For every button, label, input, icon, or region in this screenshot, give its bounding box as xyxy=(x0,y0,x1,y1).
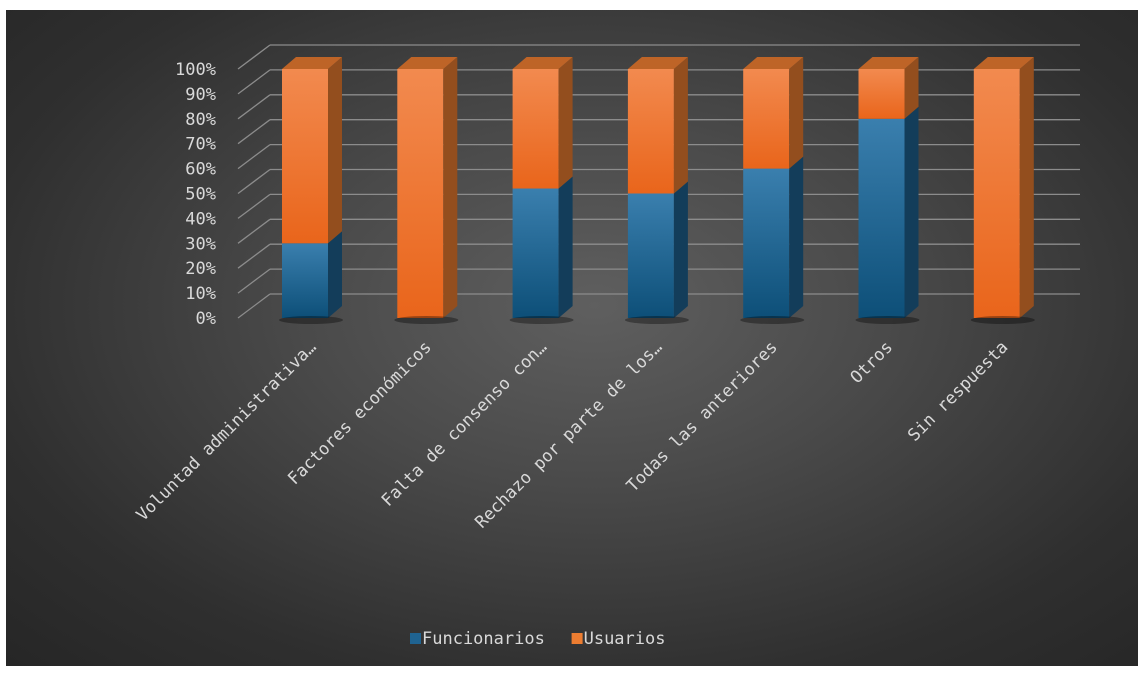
bar-shadow xyxy=(855,316,920,324)
bar-segment-usuarios xyxy=(973,57,1034,318)
bar-shadow xyxy=(624,316,689,324)
y-tick-label: 100% xyxy=(175,60,216,80)
bar-shadow xyxy=(394,316,459,324)
legend-item-usuarios: Usuarios xyxy=(571,629,666,649)
bar-segment-usuarios xyxy=(858,57,919,119)
y-tick-label: 10% xyxy=(185,284,216,304)
legend: Funcionarios Usuarios xyxy=(410,629,665,649)
legend-item-funcionarios: Funcionarios xyxy=(410,629,545,649)
bar-shadow xyxy=(279,316,343,324)
bar-segment-funcionarios xyxy=(627,181,688,318)
bar-segment-funcionarios xyxy=(512,176,573,318)
bar-shadow xyxy=(509,316,574,324)
legend-swatch xyxy=(571,633,583,644)
y-tick-label: 50% xyxy=(185,185,216,205)
bar-segment-funcionarios xyxy=(743,156,804,318)
y-tick-label: 30% xyxy=(185,234,216,254)
x-category-label: Voluntad administrativa… xyxy=(133,337,321,525)
bar-segment-funcionarios xyxy=(858,106,919,318)
bar-segment-funcionarios xyxy=(282,231,342,318)
bar-segment-usuarios xyxy=(743,57,804,169)
bar-shadow xyxy=(970,316,1035,324)
y-tick-label: 20% xyxy=(185,259,216,279)
y-tick-label: 90% xyxy=(185,85,216,105)
y-tick-label: 60% xyxy=(185,160,216,180)
y-axis-ticks: 0% 10% 20% 30% 40% 50% 60% 70% 80% 90% 100% xyxy=(175,60,216,329)
x-category-label: Sin respuesta xyxy=(904,337,1012,445)
y-tick-label: 0% xyxy=(196,309,216,329)
gridline xyxy=(237,44,1080,70)
stacked-column-chart: 0% 10% 20% 30% 40% 50% 60% 70% 80% 90% 100% Volunt… xyxy=(133,44,1080,649)
x-category-label: Otros xyxy=(847,337,897,387)
bars xyxy=(279,57,1035,324)
legend-label: Funcionarios xyxy=(422,629,545,649)
bar-segment-usuarios xyxy=(282,57,342,244)
y-tick-label: 40% xyxy=(185,209,216,229)
bar-segment-usuarios xyxy=(627,57,688,194)
bar-shadow xyxy=(740,316,805,324)
x-category-label: Rechazo por parte de los… xyxy=(471,337,666,532)
bar-segment-usuarios xyxy=(512,57,573,189)
y-tick-label: 70% xyxy=(185,135,216,155)
x-axis-labels: Voluntad administrativa…Factores económi… xyxy=(133,337,1013,532)
y-tick-label: 80% xyxy=(185,110,216,130)
legend-swatch xyxy=(410,633,421,644)
legend-label: Usuarios xyxy=(584,629,666,649)
bar-segment-usuarios xyxy=(397,57,458,318)
chart-area: 0% 10% 20% 30% 40% 50% 60% 70% 80% 90% 100% Volunt… xyxy=(6,10,1138,666)
